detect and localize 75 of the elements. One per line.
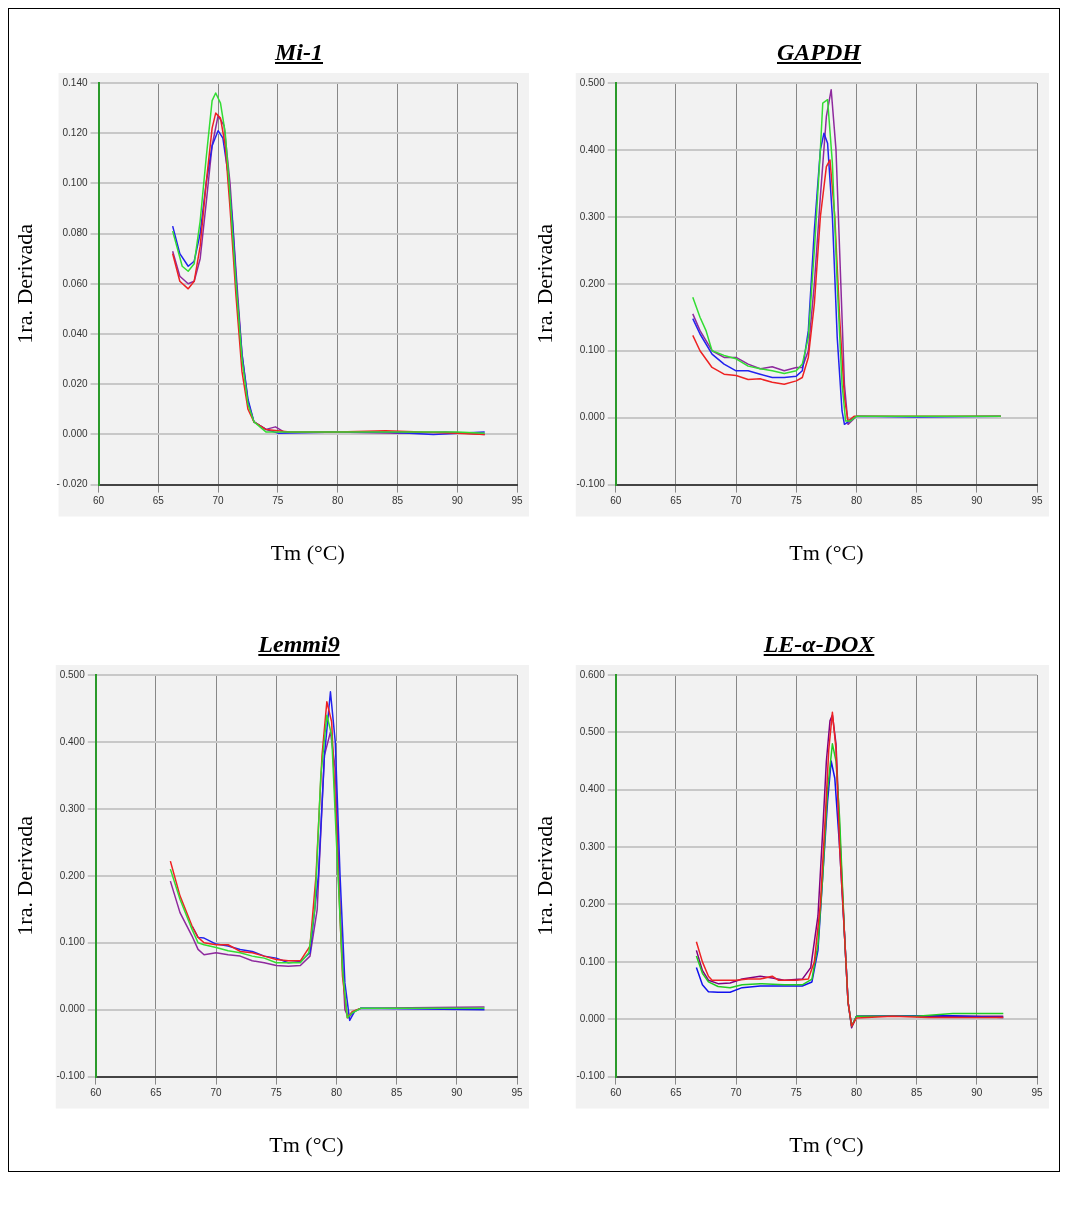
y-tick-label: 0.040	[62, 327, 88, 339]
x-tick-label: 70	[212, 495, 225, 507]
y-tick-label: - 0.020	[56, 478, 88, 490]
x-tick-label: 65	[670, 1087, 682, 1099]
chart-title: GAPDH	[776, 39, 861, 67]
y-tick-label: 0.100	[62, 177, 88, 189]
y-tick-label: 0.140	[62, 76, 88, 88]
x-tick-label: 65	[670, 495, 682, 507]
x-axis-title: Tm (°C)	[269, 1131, 344, 1157]
x-tick-label: 85	[911, 495, 923, 507]
x-tick-label: 65	[152, 495, 165, 507]
y-tick-label: 0.080	[62, 227, 88, 239]
y-tick-label: 0.400	[59, 735, 86, 747]
x-tick-label: 80	[850, 495, 863, 507]
x-tick-label: 60	[90, 1087, 102, 1099]
x-axis-title: Tm (°C)	[789, 539, 864, 565]
y-tick-label: 0.600	[579, 668, 606, 680]
x-tick-label: 75	[790, 1087, 803, 1099]
y-tick-label: 0.200	[579, 898, 606, 910]
y-tick-label: -0.100	[576, 478, 606, 490]
y-tick-label: 0.300	[579, 210, 606, 222]
chart-title: Mi-1	[273, 39, 323, 67]
y-axis-title: 1ra. Derivada	[531, 223, 557, 344]
y-tick-label: 0.000	[579, 411, 606, 423]
x-tick-label: 85	[391, 495, 404, 507]
x-tick-label: 95	[511, 495, 523, 507]
x-tick-label: 75	[790, 495, 803, 507]
x-tick-label: 95	[1031, 495, 1043, 507]
y-tick-label: 0.400	[579, 143, 606, 155]
y-tick-label: 0.000	[62, 428, 88, 440]
y-tick-label: 0.500	[579, 726, 606, 738]
y-tick-label: 0.020	[62, 377, 88, 389]
x-axis-title: Tm (°C)	[270, 539, 345, 565]
y-tick-label: 0.000	[59, 1003, 86, 1015]
x-tick-label: 70	[210, 1087, 223, 1099]
y-tick-label: 0.100	[579, 955, 606, 967]
chart-title: LE-α-DOX	[762, 631, 875, 659]
x-tick-label: 90	[971, 1087, 983, 1099]
x-tick-label: 95	[1031, 1087, 1043, 1099]
y-tick-label: 0.100	[59, 936, 86, 948]
y-axis-title: 1ra. Derivada	[11, 223, 37, 344]
y-axis-title: 1ra. Derivada	[531, 815, 557, 936]
y-tick-label: 0.500	[579, 76, 606, 88]
y-tick-label: -0.100	[576, 1070, 606, 1082]
x-tick-label: 80	[850, 1087, 863, 1099]
y-tick-label: 0.500	[59, 668, 86, 680]
x-tick-label: 85	[391, 1087, 403, 1099]
y-tick-label: -0.100	[56, 1070, 86, 1082]
x-tick-label: 85	[911, 1087, 923, 1099]
x-tick-label: 70	[730, 495, 743, 507]
y-tick-label: 0.100	[579, 344, 606, 356]
x-tick-label: 70	[730, 1087, 743, 1099]
y-tick-label: 0.400	[579, 783, 606, 795]
x-tick-label: 80	[330, 1087, 343, 1099]
x-tick-label: 75	[272, 495, 284, 507]
x-tick-label: 90	[451, 495, 464, 507]
x-tick-label: 80	[332, 495, 344, 507]
x-tick-label: 95	[511, 1087, 523, 1099]
y-tick-label: 0.000	[579, 1012, 606, 1024]
x-tick-label: 60	[92, 495, 105, 507]
y-tick-label: 0.060	[62, 277, 88, 289]
x-tick-label: 60	[610, 1087, 622, 1099]
x-tick-label: 90	[971, 495, 983, 507]
x-tick-label: 60	[610, 495, 622, 507]
y-tick-label: 0.300	[59, 802, 86, 814]
chart-title: Lemmi9	[257, 631, 340, 659]
x-tick-label: 90	[451, 1087, 463, 1099]
y-tick-label: 0.200	[579, 277, 606, 289]
x-tick-label: 65	[150, 1087, 162, 1099]
x-axis-title: Tm (°C)	[789, 1131, 864, 1157]
y-axis-title: 1ra. Derivada	[11, 815, 37, 936]
y-tick-label: 0.120	[62, 126, 88, 138]
y-tick-label: 0.300	[579, 840, 606, 852]
y-tick-label: 0.200	[59, 869, 86, 881]
x-tick-label: 75	[270, 1087, 283, 1099]
